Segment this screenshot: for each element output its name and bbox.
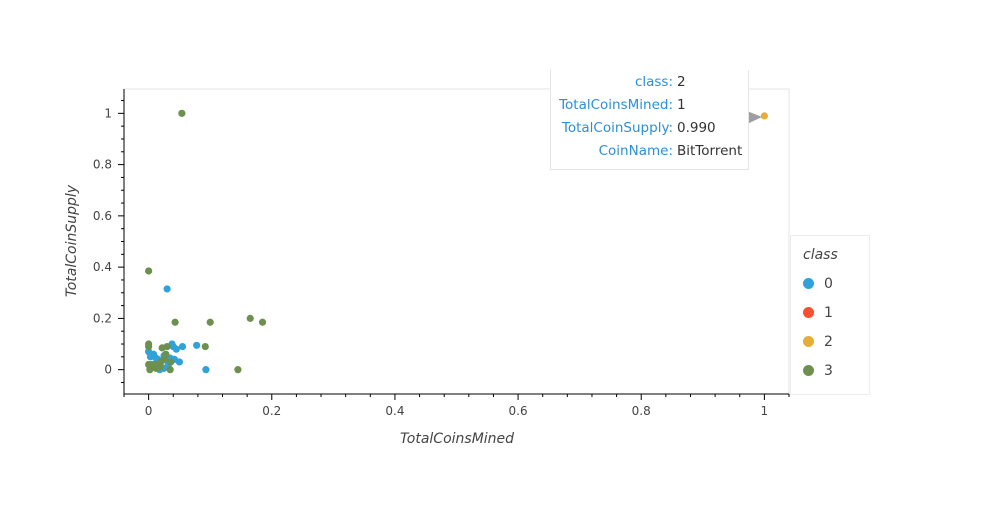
tooltip-value: 0.990 — [677, 120, 716, 136]
tooltip-row-coin-name: CoinName: BitTorrent — [551, 140, 748, 163]
legend-item-class-3[interactable]: 3 — [803, 361, 833, 381]
x-tick-label: 0.4 — [385, 404, 404, 418]
tooltip-key: CoinName: — [598, 143, 673, 159]
data-point-class-3[interactable] — [156, 363, 164, 371]
data-point-class-2[interactable] — [760, 112, 768, 120]
data-point-class-0[interactable] — [202, 366, 210, 374]
tooltip-key: TotalCoinsMined: — [559, 97, 673, 113]
x-tick-label: 0.8 — [632, 404, 651, 418]
y-tick-label: 0.4 — [93, 260, 112, 274]
legend-label: 3 — [824, 363, 833, 379]
data-point-class-3[interactable] — [206, 318, 214, 326]
x-tick-label: 0.2 — [262, 404, 281, 418]
data-point-class-0[interactable] — [172, 345, 180, 353]
data-point-class-3[interactable] — [258, 318, 267, 326]
data-point-class-3[interactable] — [201, 342, 209, 351]
x-tick-label: 0.6 — [509, 404, 528, 418]
data-point-class-3[interactable] — [160, 355, 168, 363]
data-points[interactable] — [145, 109, 768, 374]
data-point-class-3[interactable] — [166, 366, 174, 374]
tooltip-value: 1 — [677, 97, 686, 113]
data-point-class-3[interactable] — [234, 366, 242, 374]
tooltip-row-total-coin-supply: TotalCoinSupply: 0.990 — [551, 117, 748, 140]
tooltip-value: 2 — [677, 74, 686, 90]
data-point-class-0[interactable] — [163, 285, 171, 293]
data-point-class-0[interactable] — [193, 341, 201, 349]
y-tick-label: 0 — [104, 363, 112, 377]
data-point-class-3[interactable] — [145, 267, 153, 275]
y-axis-title: TotalCoinSupply — [64, 184, 80, 297]
legend-label: 2 — [824, 334, 833, 350]
data-point-class-3[interactable] — [171, 318, 179, 326]
legend-item-class-2[interactable]: 2 — [803, 332, 833, 352]
x-tick-label: 0 — [145, 404, 153, 418]
data-point-class-3[interactable] — [246, 314, 254, 322]
data-point-class-3[interactable] — [178, 109, 186, 117]
tooltip-key: class: — [634, 74, 673, 90]
legend-swatch — [803, 335, 814, 347]
legend-label: 1 — [824, 305, 833, 321]
data-point-class-0[interactable] — [178, 342, 187, 351]
x-axis-title: TotalCoinsMined — [400, 431, 514, 447]
legend-label: 0 — [824, 276, 833, 292]
hover-tooltip: class: 2 TotalCoinsMined: 1 TotalCoinSup… — [550, 70, 749, 170]
legend-swatch — [803, 277, 814, 289]
y-tick-label: 0.8 — [93, 158, 112, 172]
tooltip-key: TotalCoinSupply: — [561, 120, 673, 136]
y-tick-label: 0.6 — [93, 209, 112, 223]
legend-swatch — [803, 364, 814, 376]
legend-swatch — [803, 306, 814, 318]
axes: 0 0.2 0.4 0.6 0.8 1 0 0.2 0.4 0.6 0.8 1 — [93, 89, 790, 418]
tooltip-value: BitTorrent — [677, 143, 743, 159]
data-point-class-3[interactable] — [167, 358, 175, 366]
tooltip-row-class: class: 2 — [551, 71, 748, 94]
y-tick-label: 1 — [104, 106, 112, 120]
x-tick-label: 1 — [761, 404, 769, 418]
tooltip-pointer — [747, 111, 762, 124]
legend: class 0 1 2 3 — [790, 235, 870, 395]
legend-item-class-1[interactable]: 1 — [803, 303, 833, 323]
tooltip-row-total-coins-mined: TotalCoinsMined: 1 — [551, 94, 748, 117]
data-point-class-3[interactable] — [145, 342, 153, 351]
legend-item-class-0[interactable]: 0 — [803, 274, 833, 294]
y-tick-label: 0.2 — [93, 311, 112, 325]
data-point-class-3[interactable] — [163, 342, 171, 351]
legend-title: class — [803, 247, 838, 263]
